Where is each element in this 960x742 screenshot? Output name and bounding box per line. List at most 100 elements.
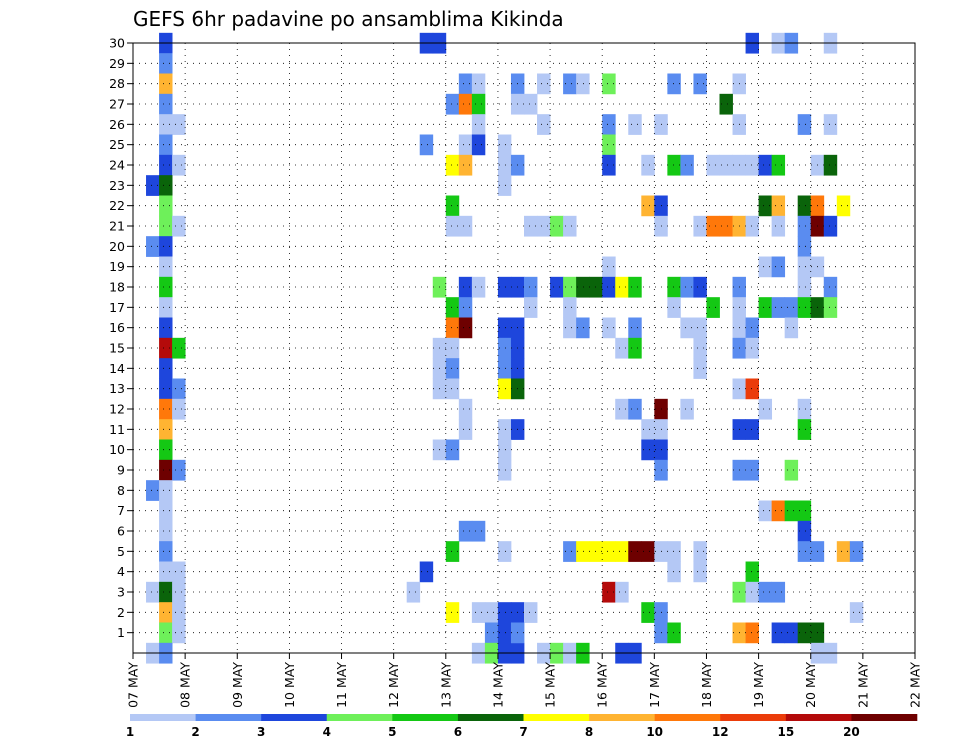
- legend-swatch: [523, 714, 590, 721]
- heatmap-cell: [537, 215, 551, 237]
- legend-label: 5: [388, 725, 396, 739]
- heatmap-cell: [771, 581, 786, 603]
- x-tick-label: 22 MAY: [908, 662, 923, 708]
- heatmap-cell: [680, 154, 694, 176]
- heatmap-cell: [159, 114, 173, 135]
- heatmap-cell: [797, 215, 812, 237]
- heatmap-cell: [771, 622, 786, 644]
- heatmap-cell: [445, 378, 460, 400]
- heatmap-cell: [823, 114, 838, 135]
- heatmap-cell: [524, 215, 538, 237]
- heatmap-cell: [537, 114, 551, 135]
- heatmap-cell: [784, 317, 799, 339]
- legend-swatch: [392, 714, 459, 721]
- heatmap-cell: [458, 317, 473, 339]
- y-tick-label: 26: [109, 117, 125, 132]
- heatmap-cell: [458, 73, 473, 95]
- x-tick-label: 20 MAY: [803, 662, 818, 708]
- heatmap-cell: [445, 541, 460, 562]
- heatmap-cell: [745, 154, 759, 176]
- heatmap-cell: [159, 134, 173, 156]
- x-tick-label: 19 MAY: [751, 662, 766, 708]
- heatmap-cell: [615, 276, 629, 298]
- heatmap-cell: [471, 602, 486, 623]
- heatmap-cell: [797, 398, 812, 420]
- heatmap-cell: [719, 154, 733, 176]
- heatmap-cell: [159, 358, 173, 379]
- heatmap-cell: [680, 398, 694, 420]
- heatmap-cell: [159, 236, 173, 257]
- heatmap-cell: [471, 73, 486, 95]
- y-tick-label: 8: [117, 483, 125, 498]
- heatmap-cell: [758, 154, 773, 176]
- heatmap-cell: [172, 114, 186, 135]
- legend-label: 4: [323, 725, 331, 739]
- heatmap-cell: [497, 154, 512, 176]
- heatmap-cell: [471, 114, 486, 135]
- heatmap-cell: [146, 581, 160, 603]
- heatmap-cell: [497, 276, 512, 298]
- y-tick-label: 12: [109, 402, 125, 417]
- x-tick-label: 13 MAY: [438, 662, 453, 708]
- heatmap-cell: [172, 378, 186, 400]
- heatmap-cell: [745, 337, 759, 359]
- heatmap-cell: [159, 500, 173, 522]
- heatmap-cell: [628, 541, 642, 562]
- y-tick-label: 15: [109, 341, 125, 356]
- legend-label: 8: [585, 725, 593, 739]
- heatmap-cell: [563, 215, 577, 237]
- heatmap-cell: [745, 561, 759, 583]
- y-tick-label: 28: [109, 76, 125, 91]
- heatmap-cell: [758, 398, 773, 420]
- heatmap-cell: [693, 358, 707, 379]
- y-tick-label: 24: [109, 158, 125, 173]
- heatmap-cell: [159, 93, 173, 115]
- color-legend: 1 2 3 4 5 6 7 8 10 12 15 20: [126, 714, 918, 739]
- heatmap-cell: [823, 297, 838, 318]
- heatmap-cell: [445, 602, 460, 623]
- heatmap-cell: [693, 276, 707, 298]
- x-tick-label: 18 MAY: [699, 662, 714, 708]
- heatmap-cell: [628, 337, 642, 359]
- heatmap-cell: [693, 561, 707, 583]
- heatmap-cell: [445, 195, 460, 217]
- heatmap-cell: [471, 134, 486, 156]
- heatmap-cell: [628, 114, 642, 135]
- y-tick-label: 14: [109, 361, 125, 376]
- heatmap-cell: [823, 276, 838, 298]
- heatmap-cell: [159, 378, 173, 400]
- heatmap-cell: [745, 581, 759, 603]
- x-tick-label: 11 MAY: [334, 662, 349, 708]
- heatmap-cell: [849, 602, 864, 623]
- x-tick-label: 17 MAY: [647, 662, 662, 708]
- heatmap-cell: [576, 276, 590, 298]
- heatmap-cell: [497, 459, 512, 481]
- heatmap-cell: [172, 581, 186, 603]
- y-tick-label: 27: [109, 97, 125, 112]
- y-tick-label: 18: [109, 280, 125, 295]
- heatmap-cell: [602, 134, 616, 156]
- heatmap-cell: [771, 297, 786, 318]
- heatmap-cell: [172, 622, 186, 644]
- x-tick-label: 07 MAY: [126, 662, 141, 708]
- heatmap-cell: [159, 581, 173, 603]
- heatmap-cell: [576, 73, 590, 95]
- x-tick-label: 16 MAY: [595, 662, 610, 708]
- legend-label: 15: [777, 725, 794, 739]
- heatmap-cell: [458, 297, 473, 318]
- x-tick-label: 09 MAY: [230, 662, 245, 708]
- heatmap-cell: [797, 195, 812, 217]
- heatmap-cell: [628, 317, 642, 339]
- heatmap-cell: [667, 541, 681, 562]
- heatmap-cell: [172, 215, 186, 237]
- heatmap-cell: [628, 276, 642, 298]
- heatmap-cell: [159, 520, 173, 542]
- heatmap-cell: [458, 134, 473, 156]
- legend-swatch: [261, 714, 328, 721]
- y-tick-label: 25: [109, 137, 125, 152]
- heatmap-cell: [159, 276, 173, 298]
- heatmap-cell: [641, 154, 655, 176]
- heatmap-cell: [745, 215, 759, 237]
- x-tick-label: 21 MAY: [855, 662, 870, 708]
- heatmap-cell: [641, 195, 655, 217]
